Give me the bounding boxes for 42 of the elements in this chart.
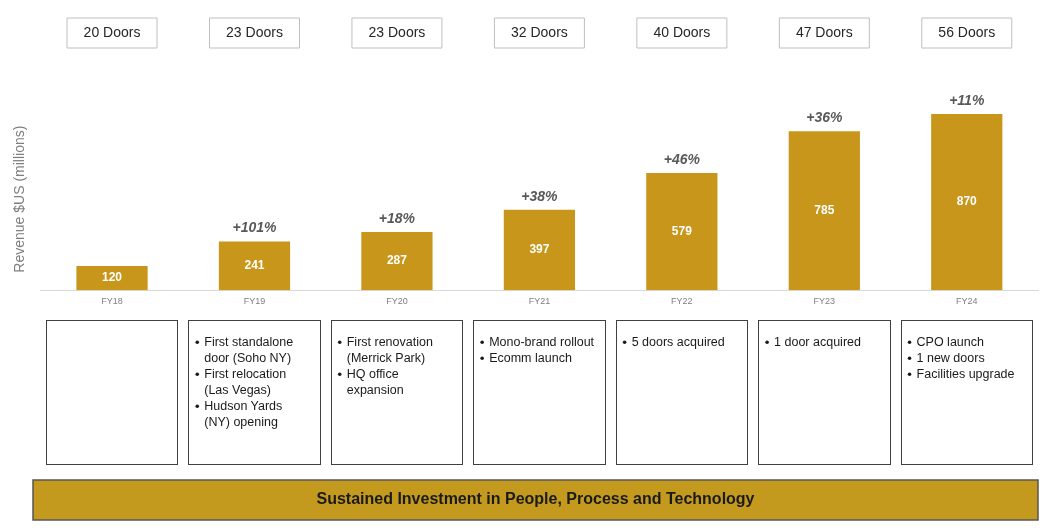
bar: [361, 232, 433, 291]
x-tick-label: FY22: [671, 296, 693, 307]
annotation: +101%: [232, 219, 278, 236]
x-tick-label: FY24: [956, 296, 978, 307]
annotation: +38%: [521, 187, 559, 204]
bar: [503, 209, 576, 291]
x-tick-label: FY19: [243, 296, 266, 307]
text: 23 Doors: [226, 23, 283, 40]
text: First standalone door (Soho NY) First relocation (Las Vegas) Hudson Yards (NY) opening: [204, 334, 294, 429]
text: 40 Doors: [653, 23, 711, 40]
text: 47 Doors: [795, 23, 853, 40]
x-tick-label: FY18: [101, 296, 123, 307]
annotation: +46%: [663, 150, 701, 167]
text: Mono-brand rollout Ecomm launch: [489, 334, 595, 365]
text: 20 Doors: [83, 23, 141, 40]
data-label: 120: [102, 270, 123, 285]
bar: [218, 241, 291, 291]
bar: [646, 172, 718, 291]
annotation: +11%: [949, 91, 985, 108]
text: 5 doors acquired: [631, 334, 725, 349]
data-label: 287: [386, 253, 408, 268]
text: CPO launch 1 new doors Facilities upgrade: [916, 334, 1015, 381]
x-tick-label: FY21: [528, 296, 551, 307]
text: 23 Doors: [368, 23, 426, 40]
data-label: 870: [956, 194, 978, 209]
bar: [76, 265, 148, 291]
annotation: +18%: [378, 209, 416, 226]
data-label: 241: [244, 258, 265, 273]
data-label: 397: [529, 242, 550, 257]
text: Sustained Investment in People, Process and Technology: [316, 490, 755, 508]
annotation: +36%: [806, 109, 843, 126]
bar: [788, 131, 860, 291]
text: 1 door acquired: [774, 334, 861, 349]
x-tick-label: FY20: [386, 296, 408, 307]
y-axis-title: Revenue $US (millions): [11, 125, 28, 273]
x-tick-label: FY23: [813, 296, 836, 307]
bar: [931, 114, 1003, 291]
data-label: 579: [671, 223, 693, 238]
data-label: 785: [814, 203, 835, 218]
text: 32 Doors: [510, 23, 568, 40]
text: First renovation (Merrick Park) HQ office expansion: [346, 334, 433, 397]
text: 56 Doors: [938, 23, 996, 40]
